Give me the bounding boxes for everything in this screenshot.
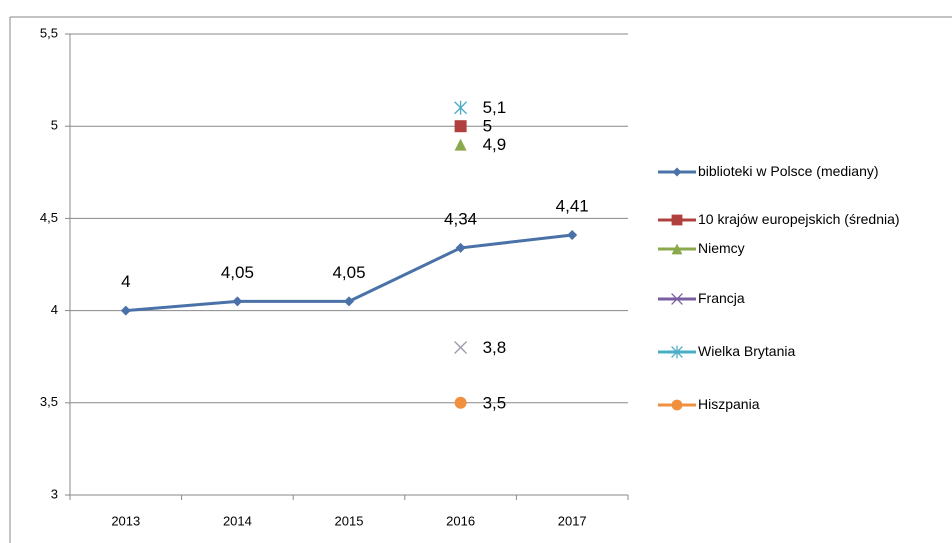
legend-icon [658,293,696,305]
marker [671,214,683,226]
data-label: 4,05 [332,263,365,282]
data-label: 4,05 [221,263,254,282]
marker [567,229,578,240]
legend-label: Niemcy [698,240,745,256]
y-tick-label: 4,5 [40,210,58,225]
y-tick-label: 5,5 [40,25,58,40]
legend-icon [658,243,696,255]
data-label: 5,1 [483,98,507,117]
legend-label: Wielka Brytania [698,343,796,359]
legend-item: Niemcy [656,239,948,258]
x-tick-label: 2014 [223,513,252,528]
legend-icon [658,345,696,359]
marker [120,305,131,316]
data-label: 3,8 [483,338,507,357]
legend-icon [658,167,696,177]
marker [454,396,467,409]
x-tick-label: 2013 [111,513,140,528]
legend-item: Wielka Brytania [656,342,948,361]
y-tick-label: 5 [51,118,58,133]
marker [344,296,354,307]
x-tick-label: 2015 [335,513,364,528]
x-tick-label: 2017 [558,513,587,528]
marker [454,100,468,115]
data-label: 5 [483,117,492,136]
y-tick-label: 3 [51,486,58,501]
data-label: 4,9 [483,135,507,154]
marker [671,243,683,255]
marker [671,399,683,411]
x-tick-label: 2016 [446,513,475,528]
legend-icon [658,214,696,226]
legend-label: biblioteki w Polsce (mediany) [698,163,879,179]
y-tick-label: 4 [51,302,58,317]
data-label: 3,5 [483,393,507,412]
legend-label: Francja [698,290,745,306]
legend-item: biblioteki w Polsce (mediany) [656,162,948,181]
y-tick-label: 3,5 [40,394,58,409]
data-label: 4 [121,272,130,291]
legend-item: Hiszpania [656,395,948,414]
marker [232,296,243,307]
legend-icon [658,399,696,411]
marker [671,293,683,305]
marker [454,138,467,151]
legend-label: Hiszpania [698,396,760,412]
marker [455,242,466,253]
marker [454,120,467,133]
marker [454,341,468,354]
legend-item: 10 krajów europejskich (średnia) [656,210,948,229]
data-label: 4,41 [556,196,589,215]
marker [671,345,683,359]
marker [672,167,682,177]
legend-item: Francja [656,289,948,308]
legend: biblioteki w Polsce (mediany) 10 krajów e… [656,0,952,543]
data-label: 4,34 [444,209,477,228]
legend-label: 10 krajów europejskich (średnia) [698,211,900,227]
